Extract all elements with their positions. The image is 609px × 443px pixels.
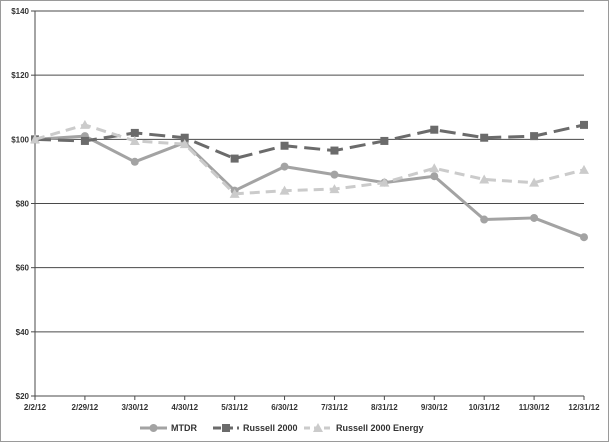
- legend: MTDR Russell 2000 Russell 2000 Energy: [140, 423, 424, 433]
- y-tick-label: $80: [16, 200, 30, 209]
- x-tick-label: 7/31/12: [321, 403, 348, 412]
- x-tick-label: 2/2/12: [24, 403, 47, 412]
- legend-item: MTDR: [140, 423, 197, 433]
- data-point: [130, 128, 139, 137]
- x-tick-label: 5/31/12: [221, 403, 248, 412]
- y-tick-label: $100: [11, 135, 29, 144]
- data-point: [30, 134, 40, 144]
- data-point: [580, 233, 588, 242]
- legend-item: Russell 2000: [213, 423, 298, 433]
- data-point: [479, 174, 490, 184]
- gridlines: [35, 10, 584, 397]
- data-point: [130, 157, 139, 166]
- data-point: [80, 136, 89, 145]
- data-point: [529, 177, 540, 187]
- legend-swatch-marker: [313, 423, 323, 432]
- data-point: [330, 146, 339, 155]
- data-point: [429, 163, 440, 173]
- data-point: [280, 141, 289, 150]
- series-russell-2000: [31, 120, 588, 163]
- x-tick-label: 10/31/12: [469, 403, 501, 412]
- x-tick-label: 12/31/12: [568, 403, 600, 412]
- data-point: [129, 135, 140, 145]
- y-tick-label: $60: [16, 264, 30, 273]
- legend-label: Russell 2000: [243, 423, 298, 433]
- data-point: [79, 119, 90, 129]
- legend-swatch-marker: [149, 424, 158, 432]
- x-tick-label: 3/30/12: [121, 403, 148, 412]
- data-point: [579, 164, 589, 174]
- x-tick-label: 6/30/12: [271, 403, 298, 412]
- x-tick-label: 4/30/12: [171, 403, 198, 412]
- x-tick-label: 2/29/12: [72, 403, 99, 412]
- x-tick-label: 8/31/12: [371, 403, 398, 412]
- data-point: [580, 120, 588, 129]
- x-tick-label: 11/30/12: [519, 403, 550, 412]
- legend-item: Russell 2000 Energy: [304, 423, 424, 433]
- legend-label: MTDR: [171, 423, 197, 433]
- data-point: [180, 133, 189, 142]
- data-point: [480, 133, 489, 142]
- data-point: [280, 162, 289, 171]
- y-tick-label: $140: [11, 7, 29, 16]
- series-lines: [30, 119, 589, 242]
- data-point: [330, 170, 339, 179]
- y-tick-label: $40: [16, 328, 30, 337]
- series-line: [34, 123, 585, 196]
- legend-swatch-marker: [222, 424, 230, 432]
- series-line: [34, 123, 585, 161]
- data-point: [379, 177, 390, 187]
- series-line: [34, 134, 585, 239]
- data-point: [380, 136, 389, 145]
- y-tick-label: $20: [16, 392, 30, 401]
- data-point: [430, 125, 439, 134]
- data-point: [430, 172, 439, 181]
- data-point: [179, 139, 190, 149]
- data-point: [230, 154, 239, 163]
- data-point: [480, 215, 489, 224]
- data-point: [279, 185, 290, 195]
- axes: $20 $40 $60 $80 $100 $120 $140 2/2/12 2/29/12 3/3…: [11, 7, 600, 412]
- series-russell-2000-energy: [30, 119, 589, 198]
- data-point: [229, 188, 240, 198]
- legend-label: Russell 2000 Energy: [336, 423, 424, 433]
- data-point: [329, 184, 340, 194]
- data-point: [530, 132, 539, 141]
- y-tick-label: $120: [11, 71, 29, 80]
- data-point: [530, 213, 539, 222]
- x-tick-label: 9/30/12: [421, 403, 448, 412]
